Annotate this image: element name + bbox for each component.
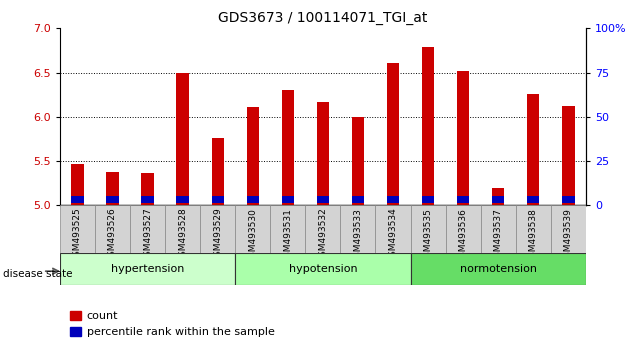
Bar <box>60 253 235 285</box>
Bar <box>212 138 224 205</box>
Text: GSM493531: GSM493531 <box>284 208 292 263</box>
Bar <box>317 196 329 202</box>
Bar <box>492 196 505 202</box>
Bar <box>375 205 411 253</box>
Text: normotension: normotension <box>460 264 537 274</box>
Bar <box>71 196 84 202</box>
Legend: count, percentile rank within the sample: count, percentile rank within the sample <box>66 307 279 342</box>
Bar <box>516 205 551 253</box>
Bar <box>481 205 516 253</box>
Bar <box>176 196 189 202</box>
Text: GSM493526: GSM493526 <box>108 208 117 262</box>
Text: GSM493535: GSM493535 <box>423 208 433 263</box>
Bar <box>411 205 445 253</box>
Bar <box>551 205 586 253</box>
Text: GSM493539: GSM493539 <box>564 208 573 263</box>
Bar <box>411 253 586 285</box>
Bar <box>422 196 434 202</box>
Bar <box>200 205 235 253</box>
Bar <box>306 205 340 253</box>
Bar <box>176 73 189 205</box>
Text: GSM493537: GSM493537 <box>494 208 503 263</box>
Bar <box>527 196 539 202</box>
Bar <box>445 205 481 253</box>
Text: disease state: disease state <box>3 269 72 279</box>
Bar <box>95 205 130 253</box>
Text: GSM493532: GSM493532 <box>318 208 328 262</box>
Bar <box>71 164 84 205</box>
Text: GSM493534: GSM493534 <box>389 208 398 262</box>
Text: GSM493527: GSM493527 <box>143 208 152 262</box>
Bar <box>317 102 329 205</box>
Bar <box>562 106 575 205</box>
Bar <box>106 172 118 205</box>
Bar <box>387 196 399 202</box>
Text: GSM493536: GSM493536 <box>459 208 467 263</box>
Bar <box>141 196 154 202</box>
Text: hypertension: hypertension <box>111 264 184 274</box>
Bar <box>212 196 224 202</box>
Bar <box>246 196 259 202</box>
Bar <box>457 71 469 205</box>
Bar <box>270 205 306 253</box>
Bar <box>562 196 575 202</box>
Bar <box>130 205 165 253</box>
Text: GSM493533: GSM493533 <box>353 208 362 263</box>
Bar <box>422 47 434 205</box>
Text: GSM493525: GSM493525 <box>73 208 82 262</box>
Bar <box>235 253 411 285</box>
Bar <box>387 63 399 205</box>
Bar <box>492 188 505 205</box>
Bar <box>340 205 375 253</box>
Bar <box>527 94 539 205</box>
Text: hypotension: hypotension <box>289 264 357 274</box>
Title: GDS3673 / 100114071_TGI_at: GDS3673 / 100114071_TGI_at <box>218 11 428 24</box>
Text: GSM493538: GSM493538 <box>529 208 538 263</box>
Bar <box>165 205 200 253</box>
Bar <box>352 196 364 202</box>
Bar <box>235 205 270 253</box>
Text: GSM493528: GSM493528 <box>178 208 187 262</box>
Bar <box>282 90 294 205</box>
Bar <box>352 117 364 205</box>
Bar <box>141 172 154 205</box>
Text: GSM493530: GSM493530 <box>248 208 257 263</box>
Text: GSM493529: GSM493529 <box>213 208 222 262</box>
Bar <box>457 196 469 202</box>
Bar <box>60 205 95 253</box>
Bar <box>106 196 118 202</box>
Bar <box>246 107 259 205</box>
Bar <box>282 196 294 202</box>
